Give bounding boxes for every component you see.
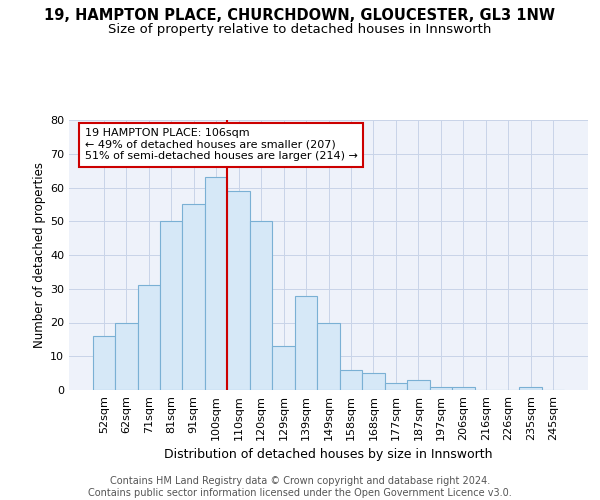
Bar — [137, 286, 160, 390]
Bar — [317, 322, 340, 390]
Bar — [340, 370, 362, 390]
Bar — [227, 191, 250, 390]
Bar — [115, 322, 137, 390]
Bar — [250, 221, 272, 390]
Bar — [520, 386, 542, 390]
Bar — [362, 373, 385, 390]
Text: Contains HM Land Registry data © Crown copyright and database right 2024.
Contai: Contains HM Land Registry data © Crown c… — [88, 476, 512, 498]
Bar — [205, 178, 227, 390]
Bar — [160, 221, 182, 390]
Bar — [430, 386, 452, 390]
Text: 19, HAMPTON PLACE, CHURCHDOWN, GLOUCESTER, GL3 1NW: 19, HAMPTON PLACE, CHURCHDOWN, GLOUCESTE… — [44, 8, 556, 22]
Bar — [272, 346, 295, 390]
Y-axis label: Number of detached properties: Number of detached properties — [33, 162, 46, 348]
Bar — [407, 380, 430, 390]
Text: 19 HAMPTON PLACE: 106sqm
← 49% of detached houses are smaller (207)
51% of semi-: 19 HAMPTON PLACE: 106sqm ← 49% of detach… — [85, 128, 358, 162]
Text: Size of property relative to detached houses in Innsworth: Size of property relative to detached ho… — [109, 22, 491, 36]
Bar — [92, 336, 115, 390]
X-axis label: Distribution of detached houses by size in Innsworth: Distribution of detached houses by size … — [164, 448, 493, 461]
Bar — [452, 386, 475, 390]
Bar — [295, 296, 317, 390]
Bar — [182, 204, 205, 390]
Bar — [385, 383, 407, 390]
